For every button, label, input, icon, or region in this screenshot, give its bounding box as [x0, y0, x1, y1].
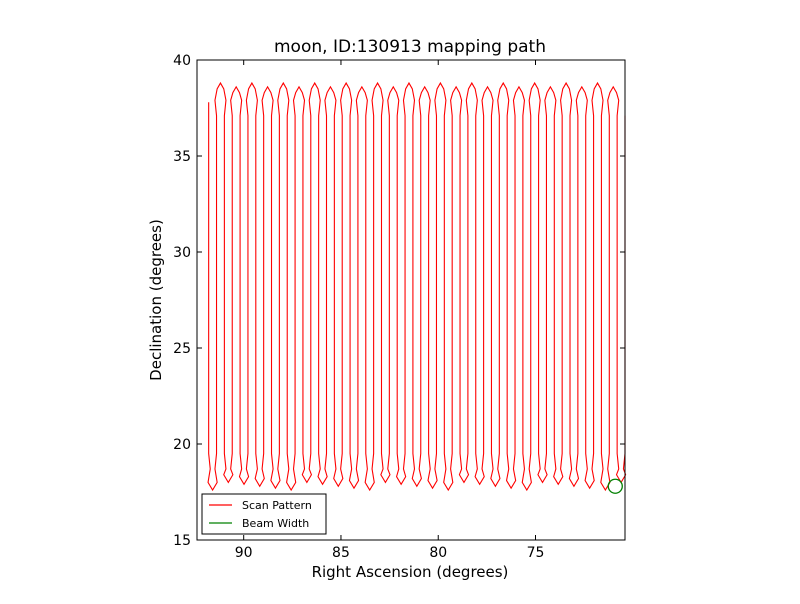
legend: Scan Pattern Beam Width [201, 493, 327, 535]
x-tick-label: 90 [235, 545, 253, 561]
y-tick-label: 15 [173, 533, 191, 549]
x-axis-label: Right Ascension (degrees) [312, 563, 509, 581]
legend-label-beam-width: Beam Width [242, 517, 309, 530]
y-axis-label: Declination (degrees) [147, 219, 165, 381]
scan-pattern-line [207, 81, 627, 492]
x-tick-label: 80 [429, 545, 447, 561]
legend-label-scan-pattern: Scan Pattern [242, 499, 312, 512]
plot-area-background [197, 60, 625, 540]
x-tick-label: 85 [332, 545, 350, 561]
y-tick-label: 30 [173, 245, 191, 261]
y-tick-label: 25 [173, 341, 191, 357]
y-axis-ticks: 15 20 25 30 35 40 [173, 53, 625, 549]
x-tick-label: 75 [527, 545, 545, 561]
beam-width-circle [607, 478, 623, 494]
chart-title: moon, ID:130913 mapping path [274, 37, 546, 57]
legend-box [201, 493, 327, 535]
y-tick-label: 35 [173, 149, 191, 165]
scan-pattern-line-group [207, 81, 627, 492]
plot-frame [196, 59, 626, 541]
x-axis-ticks: 90 85 80 75 [235, 60, 545, 561]
y-tick-label: 40 [173, 53, 191, 69]
y-tick-label: 20 [173, 437, 191, 453]
